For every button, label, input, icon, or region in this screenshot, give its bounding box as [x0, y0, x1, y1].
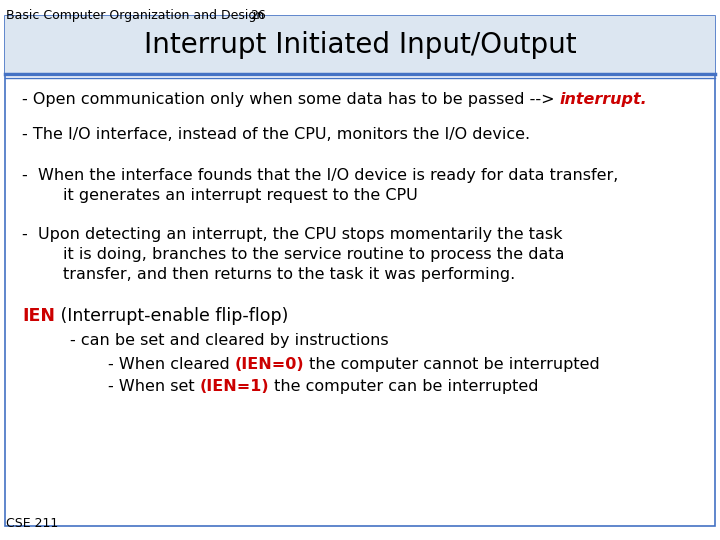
Text: - Open communication only when some data has to be passed -->: - Open communication only when some data…: [22, 92, 559, 107]
Text: it generates an interrupt request to the CPU: it generates an interrupt request to the…: [22, 188, 418, 203]
FancyBboxPatch shape: [5, 16, 715, 526]
Text: - can be set and cleared by instructions: - can be set and cleared by instructions: [70, 333, 389, 348]
Text: IEN: IEN: [22, 307, 55, 325]
Text: transfer, and then returns to the task it was performing.: transfer, and then returns to the task i…: [22, 267, 516, 282]
Text: Interrupt Initiated Input/Output: Interrupt Initiated Input/Output: [144, 31, 576, 59]
Text: - The I/O interface, instead of the CPU, monitors the I/O device.: - The I/O interface, instead of the CPU,…: [22, 127, 530, 142]
Text: interrupt.: interrupt.: [559, 92, 647, 107]
Text: - When set: - When set: [108, 379, 199, 394]
Text: the computer can be interrupted: the computer can be interrupted: [269, 379, 539, 394]
Text: - When cleared: - When cleared: [108, 357, 235, 372]
Text: -  When the interface founds that the I/O device is ready for data transfer,: - When the interface founds that the I/O…: [22, 168, 618, 183]
Text: Basic Computer Organization and Design: Basic Computer Organization and Design: [6, 9, 264, 22]
Text: (IEN=0): (IEN=0): [235, 357, 305, 372]
Text: CSE 211: CSE 211: [6, 517, 58, 530]
FancyBboxPatch shape: [5, 16, 715, 74]
Text: it is doing, branches to the service routine to process the data: it is doing, branches to the service rou…: [22, 247, 564, 262]
Text: (IEN=1): (IEN=1): [199, 379, 269, 394]
Text: -  Upon detecting an interrupt, the CPU stops momentarily the task: - Upon detecting an interrupt, the CPU s…: [22, 227, 562, 242]
Text: 26: 26: [250, 9, 266, 22]
Text: the computer cannot be interrupted: the computer cannot be interrupted: [305, 357, 600, 372]
Text: (Interrupt-enable flip-flop): (Interrupt-enable flip-flop): [55, 307, 289, 325]
